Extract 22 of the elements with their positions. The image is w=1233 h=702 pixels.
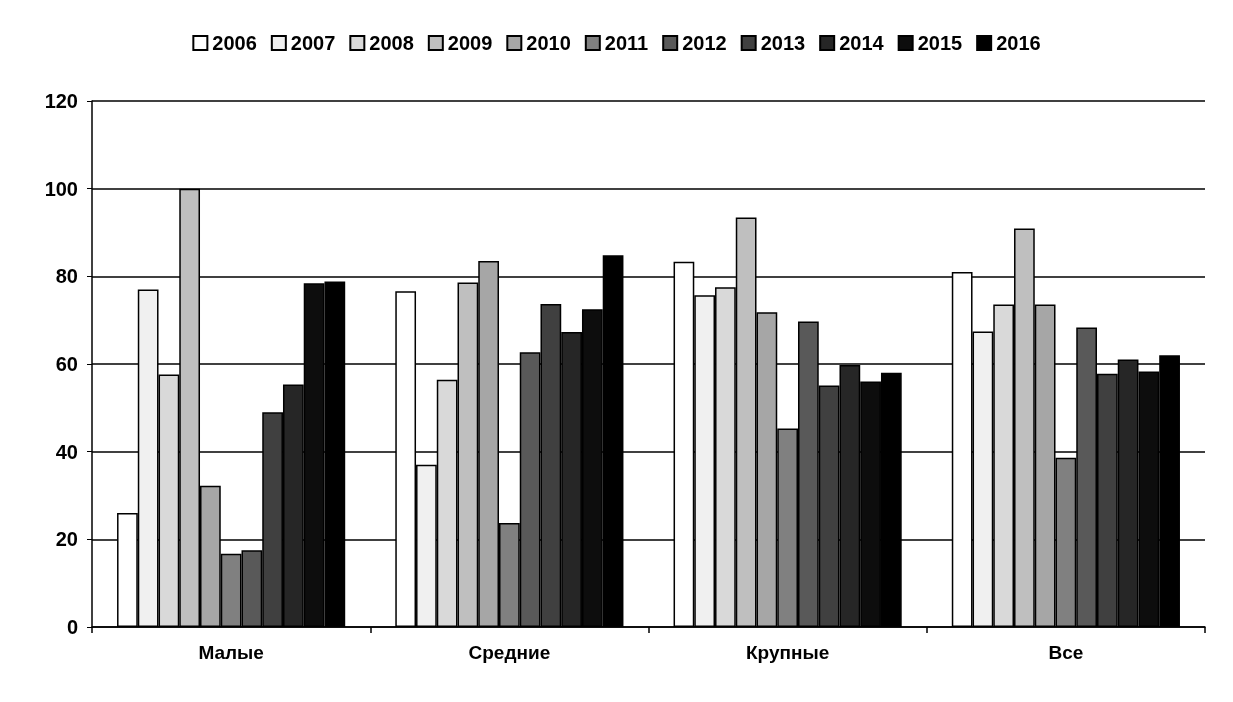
legend-label: 2006: [212, 32, 257, 54]
legend-label: 2011: [604, 32, 649, 54]
y-tick-label: 80: [55, 265, 78, 288]
legend-label: 2012: [682, 32, 727, 54]
legend-label: 2014: [839, 32, 885, 54]
y-tick-label: 40: [55, 440, 78, 463]
y-tick-label: 100: [44, 177, 78, 200]
y-tick-label: 0: [66, 616, 78, 638]
x-tick-label: Все: [1048, 642, 1084, 663]
y-tick-label: 20: [55, 528, 78, 551]
legend-label: 2016: [996, 32, 1041, 54]
legend-label: 2007: [290, 32, 336, 54]
x-tick-label: Малые: [198, 642, 264, 663]
y-tick-label: 120: [44, 90, 78, 112]
legend-label: 2013: [760, 32, 806, 54]
y-tick-label: 60: [55, 353, 78, 375]
x-tick-label: Средние: [468, 642, 551, 663]
legend-label: 2015: [917, 32, 963, 54]
legend-label: 2008: [369, 32, 414, 54]
x-tick-label: Крупные: [745, 642, 830, 663]
legend-label: 2010: [526, 32, 571, 54]
legend-label: 2009: [447, 32, 493, 54]
